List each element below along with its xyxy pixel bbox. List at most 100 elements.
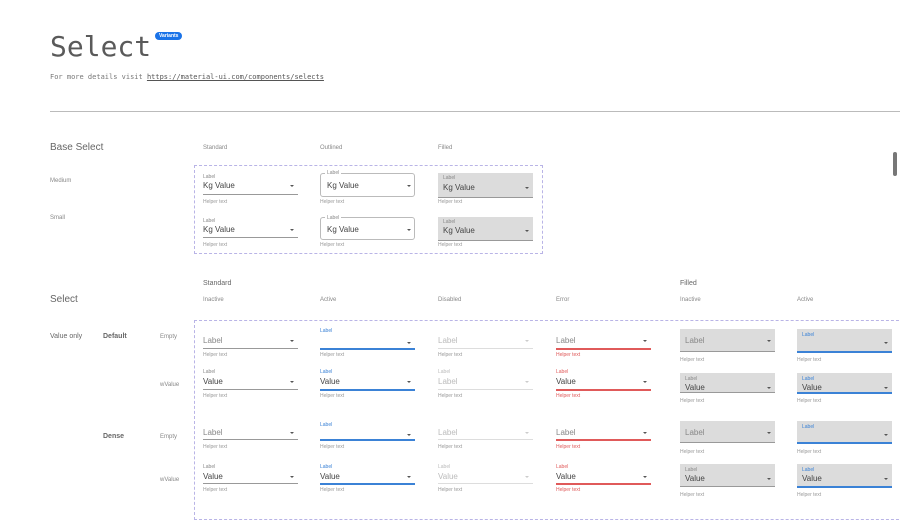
helper-text: Helper text [797,357,822,363]
helper-text: Helper text [320,352,345,358]
base-select-title: Base Select [50,142,104,153]
helper-text: Helper text [203,352,228,358]
helper-text: Helper text [680,492,705,498]
col-error: Error [556,297,570,303]
field-value: Label [438,336,458,345]
chevron-down-icon [290,381,294,383]
field-value: Label [438,377,458,386]
chevron-down-icon [767,478,771,480]
underline [203,348,298,349]
chevron-down-icon [290,185,294,187]
helper-text: Helper text [438,242,463,248]
row-dense-empty: Empty [160,434,178,440]
chevron-down-icon [525,381,529,383]
helper-text: Helper text [438,393,463,399]
helper-text: Helper text [556,444,581,450]
field-label: Label [320,369,333,375]
chevron-down-icon [407,434,411,436]
underline [438,389,533,390]
outlined-box [320,217,415,240]
chevron-down-icon [407,185,411,187]
field-label: Label [802,376,815,382]
underline [438,439,533,440]
helper-text: Helper text [203,393,228,399]
helper-text: Helper text [680,398,705,404]
field-value: Value [685,474,705,483]
filled-box [680,373,775,392]
underline [556,439,651,441]
field-value: Label [203,428,223,437]
helper-text: Helper text [438,199,463,205]
outlined-box [320,173,415,197]
underline [320,389,415,391]
field-value: Value [556,472,576,481]
field-value: Value [802,383,822,392]
field-label: Label [325,215,342,221]
helper-text: Helper text [320,242,345,248]
helper-text: Helper text [556,487,581,493]
field-label: Label [438,369,451,375]
field-label: Label [320,464,333,470]
helper-text: Helper text [320,393,345,399]
helper-text: Helper text [438,444,463,450]
underline [203,194,298,195]
chevron-down-icon [525,432,529,434]
col-standard: Standard [203,145,228,151]
filled-box [797,464,892,486]
field-value: Label [203,336,223,345]
underline [203,237,298,238]
field-label: Label [802,424,815,430]
field-value: Value [438,472,458,481]
underline [438,348,533,349]
underline [680,442,775,443]
field-value: Value [203,472,223,481]
docs-link[interactable]: https://material-ui.com/components/selec… [146,73,324,81]
underline [556,348,651,350]
category-value-only: Value only [50,333,83,340]
col-filled-inactive: Inactive [680,297,701,303]
filled-box [797,421,892,442]
chevron-down-icon [290,229,294,231]
helper-text: Helper text [203,487,228,493]
filled-box [680,464,775,486]
chevron-down-icon [407,381,411,383]
field-value: Label [685,336,705,345]
col-active: Active [320,297,337,303]
chevron-down-icon [407,229,411,231]
chevron-down-icon [884,434,888,436]
chevron-down-icon [643,432,647,434]
field-value: Value [320,472,340,481]
underline [320,348,415,350]
field-value: Value [802,474,822,483]
field-label: Label [802,467,815,473]
chevron-down-icon [290,340,294,342]
select-states-frame [194,320,900,520]
underline [203,483,298,484]
underline [680,486,775,487]
underline [680,351,775,352]
field-value: Value [685,383,705,392]
chevron-down-icon [767,432,771,434]
description: For more details visit https://material-… [50,73,324,81]
helper-text: Helper text [203,444,228,450]
chevron-down-icon [767,340,771,342]
helper-text: Helper text [680,449,705,455]
field-value: Kg Value [443,183,475,192]
underline [797,351,892,353]
base-variants-frame [194,165,543,254]
field-value: Kg Value [203,181,235,190]
field-label: Label [438,464,451,470]
underline [320,483,415,485]
scrollbar[interactable] [893,152,897,176]
underline [438,483,533,484]
helper-text: Helper text [797,398,822,404]
size-dense: Dense [103,433,125,440]
row-default-wvalue: wValue [160,382,180,388]
chevron-down-icon [525,340,529,342]
chevron-down-icon [525,230,529,232]
helper-text: Helper text [320,199,345,205]
helper-text: Helper text [797,492,822,498]
underline [797,442,892,444]
filled-box [680,421,775,442]
description-text: For more details visit [50,73,147,81]
